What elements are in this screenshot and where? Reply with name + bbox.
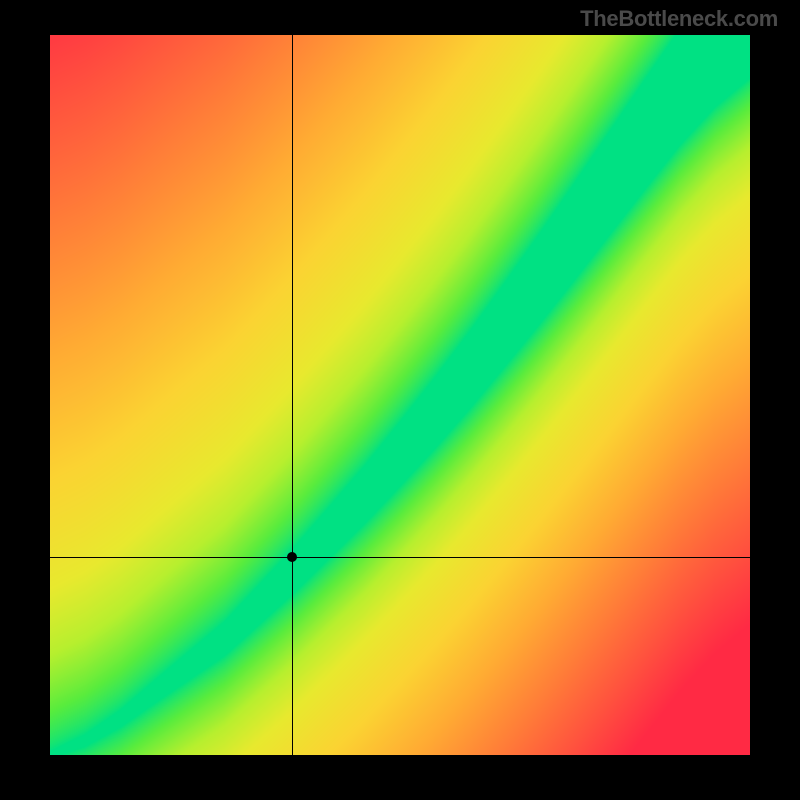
bottleneck-heatmap (50, 35, 750, 755)
crosshair-horizontal (50, 557, 750, 558)
watermark-text: TheBottleneck.com (580, 6, 778, 32)
marker-dot (287, 552, 297, 562)
heatmap-canvas (50, 35, 750, 755)
crosshair-vertical (292, 35, 293, 755)
